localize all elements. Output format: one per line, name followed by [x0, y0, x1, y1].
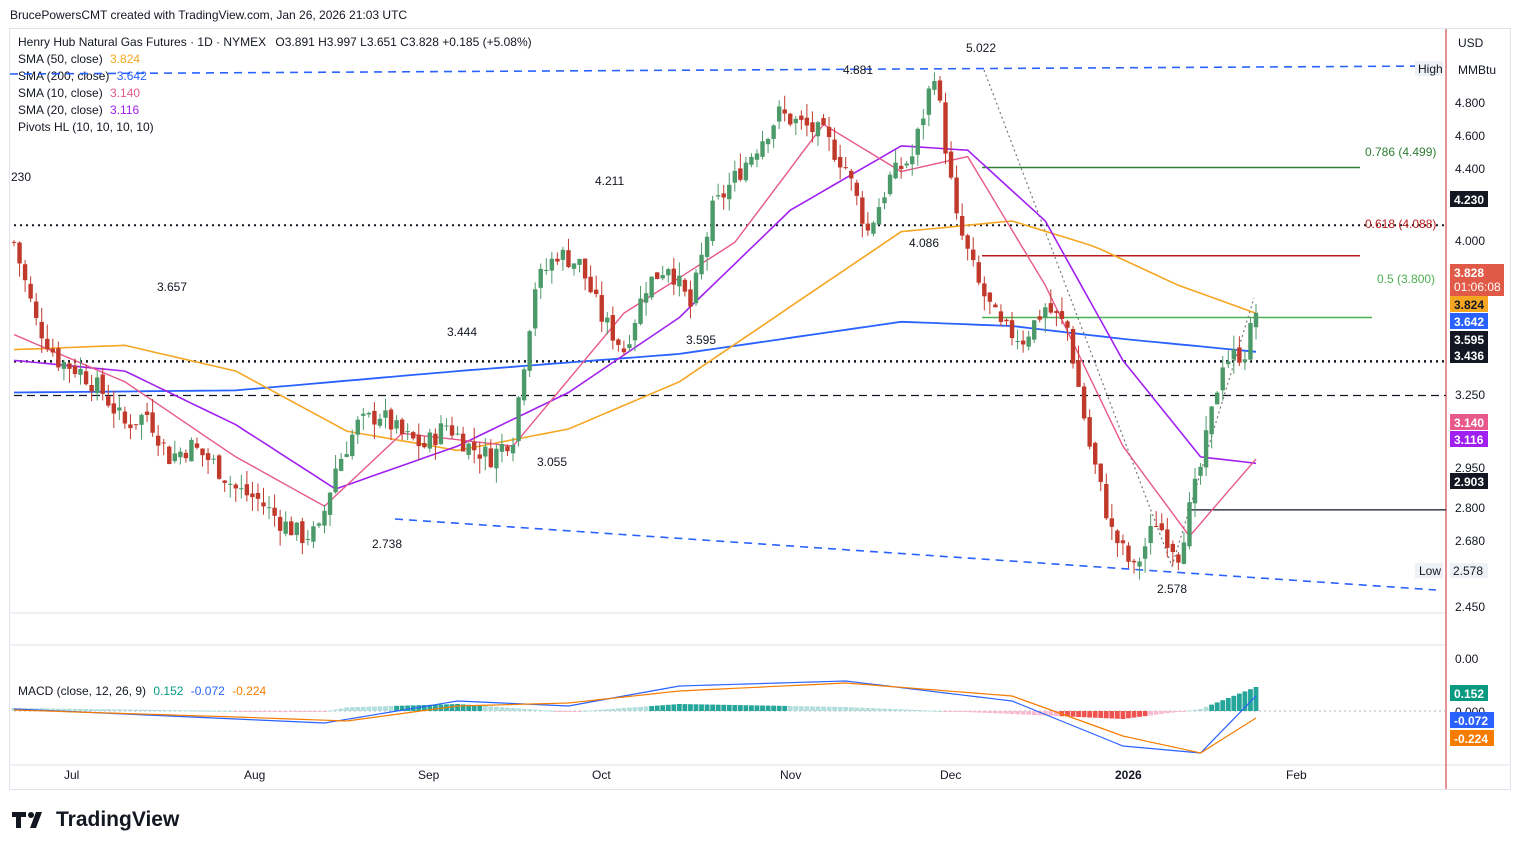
legend-sma50-label: SMA (50, close) — [18, 52, 103, 66]
legend-pivots[interactable]: Pivots HL (10, 10, 10, 10) — [18, 120, 154, 134]
header-caption: BrucePowersCMT created with TradingView.… — [10, 8, 408, 22]
legend-macd-signal: -0.072 — [190, 684, 225, 698]
legend-title: Henry Hub Natural Gas Futures · 1D · NYM… — [18, 35, 267, 49]
legend-sma10-label: SMA (10, close) — [18, 86, 103, 100]
legend-sma10[interactable]: SMA (10, close) 3.140 — [18, 86, 140, 100]
chart-frame — [9, 28, 1511, 790]
tradingview-wordmark: TradingView — [56, 808, 180, 831]
tradingview-logo[interactable]: TradingView — [12, 808, 179, 832]
legend-sma20-label: SMA (20, close) — [18, 103, 103, 117]
legend-macd[interactable]: MACD (close, 12, 26, 9) 0.152 -0.072 -0.… — [18, 684, 266, 698]
legend-macd-value: 0.152 — [153, 684, 184, 698]
legend-sma10-value: 3.140 — [110, 86, 141, 100]
tradingview-logo-icon — [12, 812, 42, 828]
legend-title-row[interactable]: Henry Hub Natural Gas Futures · 1D · NYM… — [18, 35, 532, 49]
legend-sma200-label: SMA (200, close) — [18, 69, 110, 83]
legend-macd-label: MACD (close, 12, 26, 9) — [18, 684, 147, 698]
legend-sma50[interactable]: SMA (50, close) 3.824 — [18, 52, 140, 66]
legend-sma20-value: 3.116 — [110, 103, 140, 117]
legend-sma50-value: 3.824 — [110, 52, 141, 66]
legend-sma200[interactable]: SMA (200, close) 3.642 — [18, 69, 147, 83]
legend-sma200-value: 3.642 — [116, 69, 147, 83]
legend-macd-hist: -0.224 — [232, 684, 267, 698]
legend-ohlc: O3.891 H3.997 L3.651 C3.828 +0.185 (+5.0… — [275, 35, 532, 49]
legend-sma20[interactable]: SMA (20, close) 3.116 — [18, 103, 139, 117]
